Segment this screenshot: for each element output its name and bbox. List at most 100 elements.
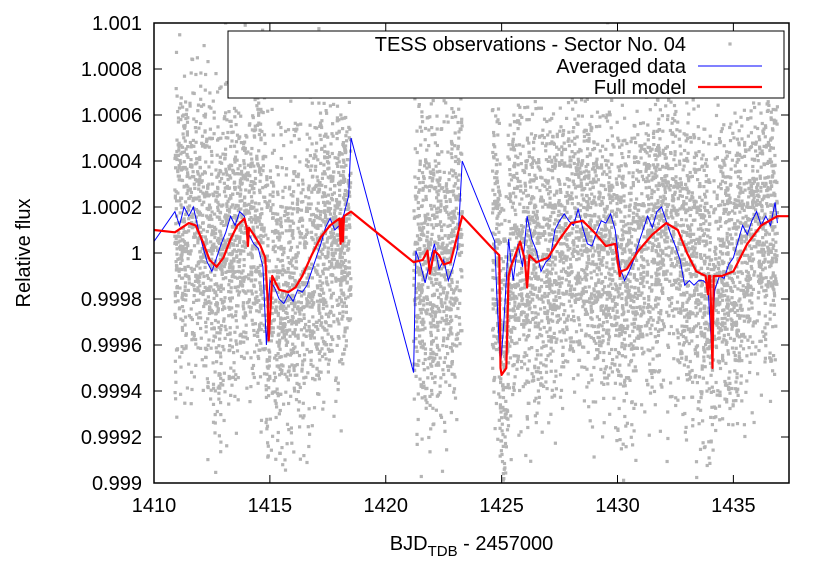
- observation-point: [279, 371, 284, 376]
- observation-point: [349, 285, 353, 289]
- observation-point: [249, 152, 253, 156]
- observation-point: [510, 143, 514, 147]
- observation-point: [639, 156, 643, 160]
- observation-point: [193, 279, 198, 283]
- observation-point: [492, 377, 496, 381]
- observation-point: [341, 310, 345, 314]
- observation-point: [319, 210, 323, 214]
- observation-point: [558, 317, 562, 321]
- observation-point: [209, 346, 213, 350]
- observation-point: [253, 201, 258, 205]
- observation-point: [743, 434, 747, 439]
- observation-point: [418, 287, 422, 291]
- observation-point: [448, 256, 452, 260]
- observation-point: [298, 425, 302, 429]
- observation-point: [451, 342, 455, 346]
- observation-point: [230, 306, 234, 310]
- observation-point: [507, 143, 511, 147]
- observation-point: [763, 266, 767, 270]
- observation-point: [194, 298, 198, 302]
- observation-point: [206, 381, 210, 385]
- observation-point: [577, 236, 581, 240]
- observation-point: [611, 237, 615, 241]
- observation-point: [340, 300, 344, 304]
- observation-point: [320, 347, 324, 351]
- observation-point: [253, 322, 257, 326]
- observation-point: [442, 223, 446, 227]
- observation-point: [314, 155, 318, 159]
- observation-point: [207, 145, 211, 149]
- observation-point: [265, 372, 269, 376]
- observation-point: [602, 312, 606, 316]
- observation-point: [270, 180, 274, 184]
- observation-point: [322, 219, 326, 224]
- observation-point: [416, 247, 420, 252]
- observation-point: [721, 356, 725, 360]
- observation-point: [308, 330, 313, 334]
- observation-point: [582, 205, 586, 210]
- observation-point: [244, 151, 248, 155]
- observation-point: [265, 178, 269, 182]
- observation-point: [419, 232, 423, 237]
- observation-point: [422, 244, 426, 248]
- observation-point: [213, 389, 217, 393]
- observation-point: [512, 309, 516, 313]
- observation-point: [603, 376, 607, 380]
- observation-point: [229, 205, 233, 209]
- observation-point: [337, 201, 341, 205]
- observation-point: [542, 344, 546, 348]
- observation-point: [444, 184, 448, 188]
- observation-point: [611, 306, 615, 310]
- observation-point: [684, 308, 688, 312]
- observation-point: [196, 172, 200, 176]
- observation-point: [254, 245, 258, 249]
- observation-point: [256, 328, 261, 332]
- observation-point: [258, 375, 263, 379]
- observation-point: [316, 209, 320, 213]
- observation-point: [613, 314, 617, 318]
- observation-point: [300, 363, 305, 367]
- observation-point: [442, 336, 446, 340]
- observation-point: [229, 144, 233, 149]
- observation-point: [615, 214, 619, 218]
- observation-point: [241, 335, 245, 339]
- observation-point: [300, 200, 304, 204]
- observation-point: [242, 258, 246, 262]
- observation-point: [290, 258, 294, 262]
- observation-point: [422, 342, 426, 346]
- observation-point: [773, 209, 777, 213]
- observation-point: [186, 251, 191, 255]
- observation-point: [321, 262, 325, 267]
- observation-point: [323, 245, 327, 249]
- observation-point: [342, 334, 346, 338]
- observation-point: [456, 120, 460, 125]
- observation-point: [233, 185, 237, 190]
- observation-point: [199, 121, 203, 126]
- observation-point: [440, 228, 444, 233]
- observation-point: [245, 351, 249, 355]
- observation-point: [228, 331, 232, 335]
- observation-point: [177, 269, 181, 273]
- observation-point: [232, 144, 237, 148]
- observation-point: [684, 425, 688, 429]
- observation-point: [523, 184, 528, 188]
- observation-point: [551, 307, 555, 312]
- observation-point: [251, 228, 256, 232]
- observation-point: [187, 196, 191, 201]
- observation-point: [696, 205, 700, 209]
- observation-point: [587, 137, 591, 141]
- observation-point: [692, 249, 696, 253]
- observation-point: [434, 336, 438, 340]
- observation-point: [292, 351, 296, 355]
- observation-point: [613, 302, 618, 306]
- observation-point: [273, 390, 277, 394]
- observation-point: [280, 446, 284, 450]
- observation-point: [419, 474, 423, 479]
- observation-point: [436, 345, 440, 349]
- observation-point: [240, 213, 244, 217]
- observation-point: [298, 231, 302, 235]
- observation-point: [229, 196, 233, 200]
- observation-point: [258, 188, 262, 192]
- observation-point: [250, 256, 254, 260]
- observation-point: [430, 281, 434, 285]
